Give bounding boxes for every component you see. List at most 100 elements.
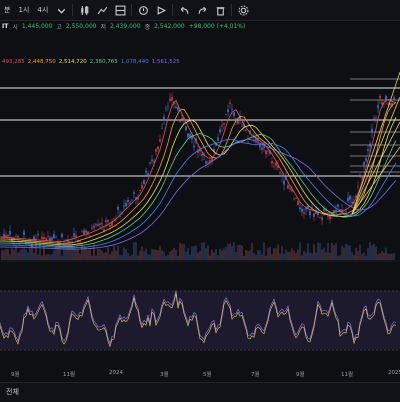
volume-bar (225, 247, 227, 260)
volume-bar (125, 249, 127, 260)
x-label: 11월 (341, 372, 354, 378)
alert-icon[interactable] (136, 3, 150, 17)
volume-bar (123, 247, 125, 260)
volume-bar (217, 255, 219, 260)
candle-body (357, 186, 359, 187)
volume-bar (165, 255, 167, 260)
range-all-button[interactable]: 전체 (6, 388, 19, 396)
timeframe-4h[interactable]: 4시 (37, 6, 49, 14)
volume-bar (241, 245, 243, 260)
volume-bar (59, 243, 61, 260)
volume-bar (385, 247, 387, 260)
volume-bar (333, 245, 335, 260)
volume-bar (67, 242, 69, 260)
candle-body (391, 102, 393, 107)
candle-body (37, 234, 39, 236)
volume-bar (219, 248, 221, 260)
candle-body (187, 133, 189, 138)
settings-icon[interactable] (236, 3, 250, 17)
candle-body (277, 165, 279, 168)
volume-bar (131, 254, 133, 260)
candle-body (265, 150, 267, 154)
candle-body (175, 106, 177, 109)
candle-body (129, 202, 131, 205)
price-chart[interactable] (0, 32, 400, 382)
timeframe-1h[interactable]: 1시 (18, 6, 30, 14)
chevron-down-icon[interactable] (54, 3, 68, 17)
undo-icon[interactable] (177, 3, 191, 17)
volume-bar (309, 252, 311, 260)
candle-body (297, 201, 299, 206)
candle-body (135, 197, 137, 200)
candle-body (93, 225, 95, 228)
volume-bar (163, 251, 165, 260)
volume-bar (77, 249, 79, 260)
candle-body (9, 230, 11, 235)
candle-body (133, 192, 135, 194)
candle-body (27, 242, 29, 243)
volume-bar (115, 250, 117, 260)
volume-bar (109, 254, 111, 260)
volume-bar (325, 252, 327, 260)
candle-body (275, 163, 277, 166)
candle-body (25, 242, 27, 244)
ma-value-4: 1,078,440 (120, 59, 149, 65)
candle-body (263, 146, 265, 149)
fan-line (351, 146, 400, 215)
volume-bar (35, 242, 37, 260)
candle-body (65, 239, 67, 241)
volume-bar (117, 245, 119, 260)
volume-bar (305, 252, 307, 260)
candle-body (17, 235, 19, 238)
volume-bar (107, 247, 109, 260)
candle-body (323, 208, 325, 211)
volume-bar (365, 255, 367, 260)
volume-bar (267, 248, 269, 260)
volume-bar (233, 242, 235, 260)
candle-body (143, 180, 145, 185)
volume-bar (287, 251, 289, 260)
candle-body (111, 222, 113, 226)
candle-body (3, 234, 5, 238)
volume-bar (345, 244, 347, 260)
candle-body (123, 205, 125, 207)
candle-body (349, 195, 351, 200)
timeframe-minute[interactable]: 분 (4, 6, 11, 14)
redo-icon[interactable] (195, 3, 209, 17)
candle-body (15, 235, 17, 237)
candle-body (327, 216, 329, 217)
candle-body (7, 235, 9, 237)
candle-body (151, 159, 153, 162)
candle-icon[interactable] (77, 3, 91, 17)
volume-bar (63, 243, 65, 260)
candle-body (191, 135, 193, 140)
replay-icon[interactable] (154, 3, 168, 17)
volume-bar (293, 250, 295, 260)
volume-bar (79, 253, 81, 260)
indicator-icon[interactable] (95, 3, 109, 17)
candle-body (101, 223, 103, 225)
candle-body (381, 102, 383, 105)
candle-body (165, 108, 167, 110)
volume-bar (275, 248, 277, 260)
volume-bar (329, 252, 331, 260)
volume-bar (9, 254, 11, 260)
trash-icon[interactable] (213, 3, 227, 17)
ma-line (0, 138, 397, 250)
candle-body (89, 235, 91, 237)
high-label: 고 (56, 23, 62, 31)
candle-body (59, 241, 61, 244)
layout-icon[interactable] (113, 3, 127, 17)
volume-bar (235, 252, 237, 260)
candle-body (107, 220, 109, 222)
candle-body (179, 120, 181, 122)
candle-body (255, 136, 257, 141)
candle-body (153, 160, 155, 163)
volume-bar (155, 249, 157, 260)
volume-bar (331, 243, 333, 260)
candle-body (185, 126, 187, 131)
volume-bar (353, 254, 355, 260)
candle-body (217, 137, 219, 141)
volume-bar (223, 248, 225, 260)
candle-body (221, 125, 223, 127)
